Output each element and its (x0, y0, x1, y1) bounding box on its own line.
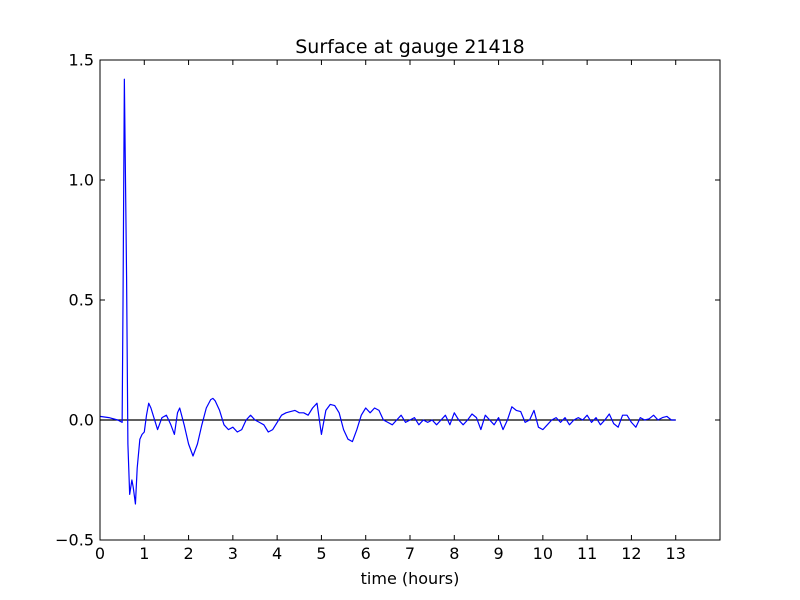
series-line-0 (99, 78, 676, 505)
y-tick-label: −0.5 (55, 531, 94, 550)
x-tick-label: 13 (666, 544, 686, 563)
x-tick-label: 11 (577, 544, 597, 563)
x-tick-label: 6 (361, 544, 371, 563)
axis-ticks: 0 1 2 3 4 5 6 7 8 9 10 11 12 13−0.50.00.51.01.5 (55, 51, 720, 563)
y-tick-label: 0.5 (69, 291, 94, 310)
y-tick-label: 0.0 (69, 411, 94, 430)
x-tick-label: 2 (183, 544, 193, 563)
x-tick-label: 12 (621, 544, 641, 563)
x-axis-label: time (hours) (361, 569, 460, 588)
x-tick-label: 8 (449, 544, 459, 563)
x-tick-label: 3 (228, 544, 238, 563)
plot-area (99, 78, 676, 505)
x-tick-label: 7 (405, 544, 415, 563)
chart-title: Surface at gauge 21418 (295, 36, 525, 58)
x-tick-label: 9 (493, 544, 503, 563)
y-tick-label: 1.0 (69, 171, 94, 190)
x-tick-label: 4 (272, 544, 282, 563)
x-tick-label: 10 (533, 544, 553, 563)
x-tick-label: 5 (316, 544, 326, 563)
y-tick-label: 1.5 (69, 51, 94, 70)
x-tick-label: 0 (95, 544, 105, 563)
x-tick-label: 1 (139, 544, 149, 563)
